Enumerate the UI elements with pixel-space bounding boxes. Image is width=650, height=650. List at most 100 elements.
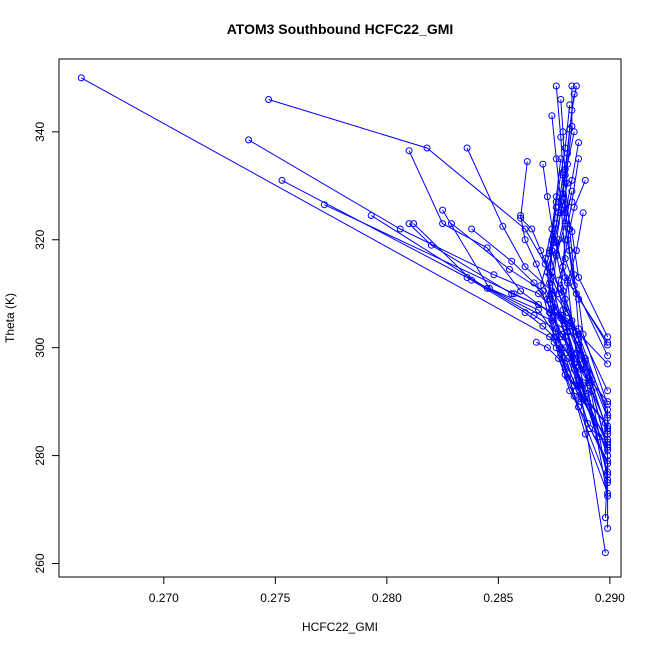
data-point bbox=[568, 322, 576, 330]
data-point bbox=[581, 430, 589, 438]
data-point bbox=[604, 387, 612, 395]
data-point bbox=[523, 158, 531, 165]
data-point bbox=[561, 209, 569, 217]
data-point bbox=[604, 438, 612, 446]
data-point bbox=[521, 309, 529, 317]
data-point bbox=[572, 290, 580, 298]
data-point bbox=[575, 325, 583, 333]
data-point bbox=[530, 311, 538, 319]
series-line-3 bbox=[248, 139, 609, 432]
data-point bbox=[595, 433, 603, 441]
data-point bbox=[367, 212, 375, 219]
data-point bbox=[601, 549, 609, 557]
data-point bbox=[423, 144, 431, 152]
data-point bbox=[528, 225, 536, 233]
data-point bbox=[439, 220, 447, 228]
data-point bbox=[410, 220, 418, 228]
data-point bbox=[506, 265, 513, 273]
data-point bbox=[521, 225, 529, 233]
data-point bbox=[552, 155, 560, 163]
data-point bbox=[463, 144, 471, 152]
y-axis: 260 280 300 320 340 bbox=[33, 122, 59, 574]
data-point bbox=[561, 365, 569, 373]
data-point bbox=[550, 338, 558, 346]
series-line-36 bbox=[553, 342, 608, 443]
data-point bbox=[561, 333, 569, 341]
data-point bbox=[320, 201, 328, 209]
data-point bbox=[557, 284, 565, 292]
data-point bbox=[581, 176, 589, 184]
data-point bbox=[561, 144, 569, 152]
data-point bbox=[548, 290, 556, 298]
data-point bbox=[517, 212, 525, 219]
data-point bbox=[535, 306, 542, 314]
x-tick-label: 0.285 bbox=[483, 591, 513, 605]
data-point bbox=[568, 82, 576, 90]
data-point bbox=[577, 365, 585, 373]
data-point bbox=[552, 252, 560, 260]
data-point bbox=[546, 249, 554, 257]
data-point bbox=[575, 155, 583, 163]
data-point bbox=[566, 101, 574, 109]
data-point bbox=[564, 236, 571, 244]
y-tick-label: 320 bbox=[33, 229, 47, 249]
data-point bbox=[570, 90, 578, 98]
data-point bbox=[572, 247, 580, 255]
data-point bbox=[448, 220, 455, 228]
series-line-1 bbox=[81, 77, 609, 518]
data-point bbox=[468, 276, 476, 284]
data-point bbox=[508, 290, 516, 298]
data-point bbox=[537, 282, 545, 290]
series-line-35 bbox=[536, 341, 609, 494]
data-point bbox=[396, 225, 404, 233]
data-point bbox=[532, 260, 540, 268]
data-point bbox=[532, 338, 540, 346]
y-tick-label: 280 bbox=[33, 445, 47, 465]
data-point bbox=[561, 220, 569, 228]
x-tick-label: 0.270 bbox=[149, 591, 179, 605]
data-point bbox=[568, 198, 576, 206]
x-tick-label: 0.280 bbox=[372, 591, 402, 605]
data-point bbox=[405, 220, 413, 228]
data-point bbox=[468, 225, 476, 233]
data-point bbox=[604, 360, 612, 368]
data-point bbox=[265, 96, 273, 103]
data-point bbox=[568, 187, 576, 195]
x-axis: 0.270 0.275 0.280 0.285 0.290 bbox=[149, 577, 625, 605]
data-point bbox=[552, 220, 560, 228]
data-point bbox=[546, 333, 554, 341]
data-point bbox=[490, 271, 498, 279]
data-point bbox=[570, 392, 578, 400]
data-point bbox=[604, 489, 612, 497]
data-point bbox=[405, 147, 413, 155]
data-point bbox=[548, 236, 556, 244]
data-point bbox=[543, 295, 551, 303]
series-line-20 bbox=[564, 86, 609, 346]
series-line-28 bbox=[540, 174, 608, 427]
data-point bbox=[278, 176, 286, 184]
data-point bbox=[604, 468, 612, 476]
x-axis-label: HCFC22_GMI bbox=[302, 620, 378, 634]
plot-frame bbox=[58, 58, 622, 578]
x-tick-label: 0.290 bbox=[595, 591, 625, 605]
data-point bbox=[604, 524, 612, 532]
data-point bbox=[559, 311, 567, 319]
data-point bbox=[559, 128, 567, 136]
data-point bbox=[559, 171, 567, 179]
chart-title: ATOM3 Southbound HCFC22_GMI bbox=[227, 21, 454, 37]
data-point bbox=[604, 352, 612, 360]
data-point bbox=[581, 357, 589, 365]
series-line-7 bbox=[408, 150, 609, 451]
data-point bbox=[439, 206, 447, 214]
data-point bbox=[572, 82, 580, 90]
data-point bbox=[570, 128, 578, 136]
data-point bbox=[604, 411, 612, 419]
data-point bbox=[517, 287, 525, 295]
data-point bbox=[508, 257, 516, 265]
data-point bbox=[557, 333, 565, 341]
series-line-34 bbox=[551, 191, 609, 472]
series-line-31 bbox=[560, 158, 608, 402]
data-point bbox=[543, 193, 551, 201]
y-tick-label: 260 bbox=[33, 553, 47, 573]
data-point bbox=[521, 236, 529, 244]
